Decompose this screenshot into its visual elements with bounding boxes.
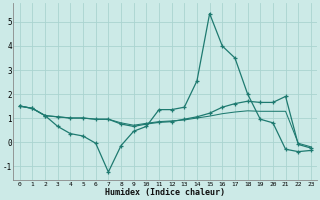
X-axis label: Humidex (Indice chaleur): Humidex (Indice chaleur)	[105, 188, 225, 197]
